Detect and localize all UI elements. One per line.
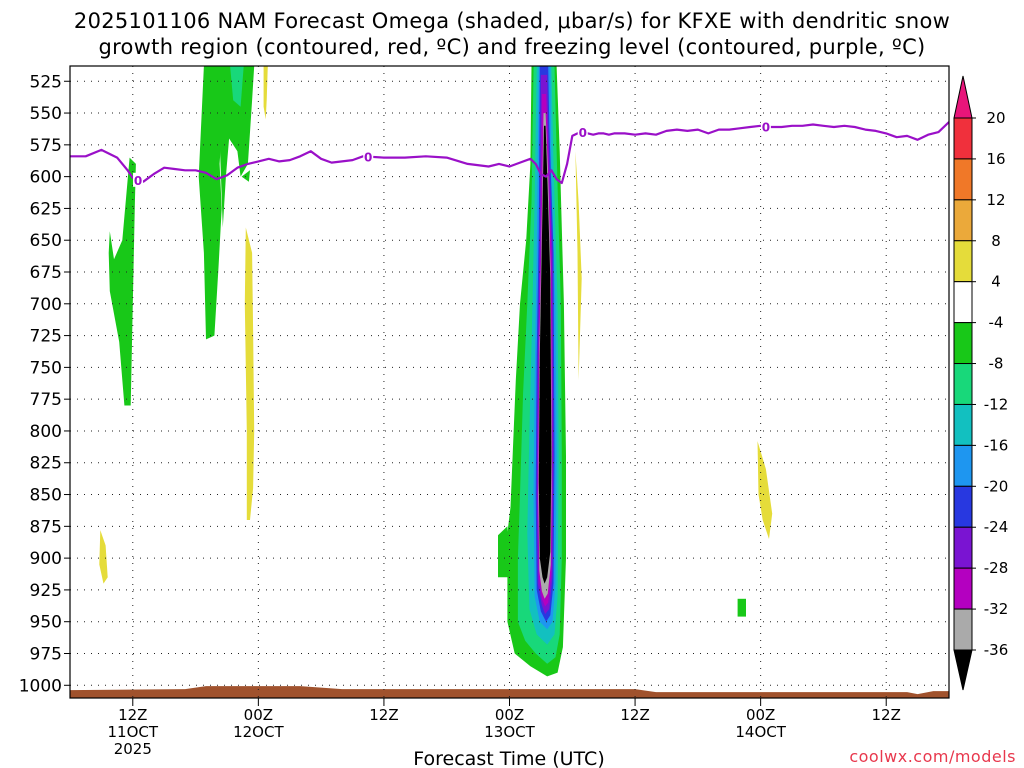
ground-surface (70, 686, 949, 698)
colorbar-band-10 (953, 485, 973, 528)
freezing-level-label-3: 0 (762, 120, 770, 134)
omega-area-ascent-14oct (737, 598, 746, 617)
colorbar-band-1 (953, 117, 973, 160)
y-tick-label-825: 825 (30, 454, 62, 474)
x-tick-label-6-2: 11OCT (108, 723, 159, 741)
x-axis-label: Forecast Time (UTC) (413, 748, 604, 768)
omega-area-ascent-evening-1 (198, 66, 226, 340)
colorbar-label-13: -36 (984, 641, 1009, 659)
colorbar-band-12 (953, 567, 973, 610)
chart-title-line-1: 2025101106 NAM Forecast Omega (shaded, μ… (73, 9, 951, 33)
colorbar-band-5 (953, 281, 973, 324)
credit-text: coolwx.com/models (849, 747, 1016, 766)
x-tick-label-42-2: 13OCT (484, 723, 535, 741)
omega-shading (99, 66, 773, 677)
colorbar-band-2 (953, 158, 973, 201)
y-tick-label-700: 700 (30, 295, 62, 315)
x-tick-label-42-1: 00Z (495, 706, 524, 724)
y-tick-label-650: 650 (30, 231, 62, 251)
y-tick-label-850: 850 (30, 486, 62, 506)
x-tick-label-66-1: 00Z (746, 706, 775, 724)
y-tick-label-925: 925 (30, 581, 62, 601)
freezing-level-label-bg-1 (363, 149, 374, 164)
omega-area-descent-13oct (575, 151, 582, 381)
freezing-level-label-bg-3 (760, 119, 771, 134)
colorbar-label-0: 20 (986, 109, 1005, 127)
omega-area-ascent-evening-core (230, 66, 244, 107)
y-tick-label-575: 575 (30, 136, 62, 156)
omega-area-ascent-12z (108, 157, 136, 406)
omega-core-max (538, 125, 552, 584)
omega-area-descent-14oct (757, 441, 773, 539)
colorbar-band-9 (953, 444, 973, 487)
x-tick-label-18-2: 12OCT (233, 723, 284, 741)
y-tick-label-975: 975 (30, 644, 62, 664)
pressure-axis: 525 550 575 600 625 650 675 700 725 750 775 800 825 8… (19, 72, 70, 696)
freezing-level-contour: 0 0 0 0 (70, 119, 949, 188)
y-tick-label-775: 775 (30, 390, 62, 410)
colorbar-label-10: -24 (984, 518, 1009, 536)
omega-area-descent-small (263, 66, 268, 120)
freezing-level-label-0: 0 (134, 174, 142, 188)
colorbar-band-11 (953, 526, 973, 569)
colorbar-label-8: -16 (984, 436, 1009, 454)
x-tick-label-6-1: 12Z (118, 706, 147, 724)
x-tick-label-18-1: 00Z (244, 706, 273, 724)
x-tick-label-66-2: 14OCT (735, 723, 786, 741)
colorbar-bottom-arrow (953, 649, 973, 691)
chart-title-line-2: growth region (contoured, red, ºC) and f… (98, 35, 926, 59)
y-tick-label-600: 600 (30, 168, 62, 188)
x-tick-label-6-3: 2025 (114, 740, 152, 758)
freezing-level-line (70, 121, 949, 185)
omega-area-ascent-small (241, 170, 250, 182)
freezing-level-label-1: 0 (364, 151, 372, 165)
colorbar-label-12: -32 (984, 600, 1009, 618)
colorbar-band-6 (953, 322, 973, 365)
omega-area-ascent-evening-2 (219, 66, 255, 228)
freezing-level-label-2: 0 (579, 126, 587, 140)
y-tick-label-950: 950 (30, 613, 62, 633)
x-tick-label-30-1: 12Z (369, 706, 398, 724)
y-tick-label-625: 625 (30, 199, 62, 219)
chart-title: 2025101106 NAM Forecast Omega (shaded, μ… (0, 8, 1024, 60)
colorbar-top-arrow (953, 75, 973, 119)
colorbar-label-7: -12 (984, 395, 1009, 413)
omega-area-descent-09z (99, 530, 108, 584)
x-tick-label-54-1: 12Z (620, 706, 649, 724)
freezing-level-label-bg-2 (577, 125, 588, 140)
colorbar-band-8 (953, 403, 973, 446)
y-tick-label-675: 675 (30, 263, 62, 283)
colorbar-label-1: 16 (986, 150, 1005, 168)
colorbar-band-4 (953, 240, 973, 283)
colorbar-label-2: 12 (986, 191, 1005, 209)
colorbar-label-11: -28 (984, 559, 1009, 577)
colorbar: 20 16 12 8 4 -4 -8 -12 -16 -20 -24 -28 -32 -36 (953, 75, 1009, 691)
colorbar-label-6: -8 (989, 355, 1004, 373)
ground-fill (70, 686, 949, 698)
colorbar-label-9: -20 (984, 477, 1009, 495)
y-tick-label-1000: 1000 (19, 676, 62, 696)
y-tick-label-875: 875 (30, 517, 62, 537)
omega-area-descent-12oct (244, 227, 255, 520)
grid-lines (70, 66, 949, 698)
colorbar-band-13 (953, 608, 973, 651)
y-tick-label-525: 525 (30, 72, 62, 92)
y-tick-label-800: 800 (30, 422, 62, 442)
colorbar-band-3 (953, 199, 973, 242)
colorbar-band-7 (953, 363, 973, 405)
y-tick-label-550: 550 (30, 104, 62, 124)
y-tick-label-900: 900 (30, 549, 62, 569)
freezing-level-label-bg-0 (133, 172, 144, 187)
colorbar-label-4: 4 (991, 273, 1001, 291)
colorbar-label-5: -4 (989, 314, 1004, 332)
y-tick-label-750: 750 (30, 358, 62, 378)
y-tick-label-725: 725 (30, 327, 62, 347)
omega-area-ascent-13oct-left (498, 526, 509, 578)
colorbar-label-3: 8 (991, 232, 1001, 250)
x-tick-label-78-1: 12Z (872, 706, 901, 724)
